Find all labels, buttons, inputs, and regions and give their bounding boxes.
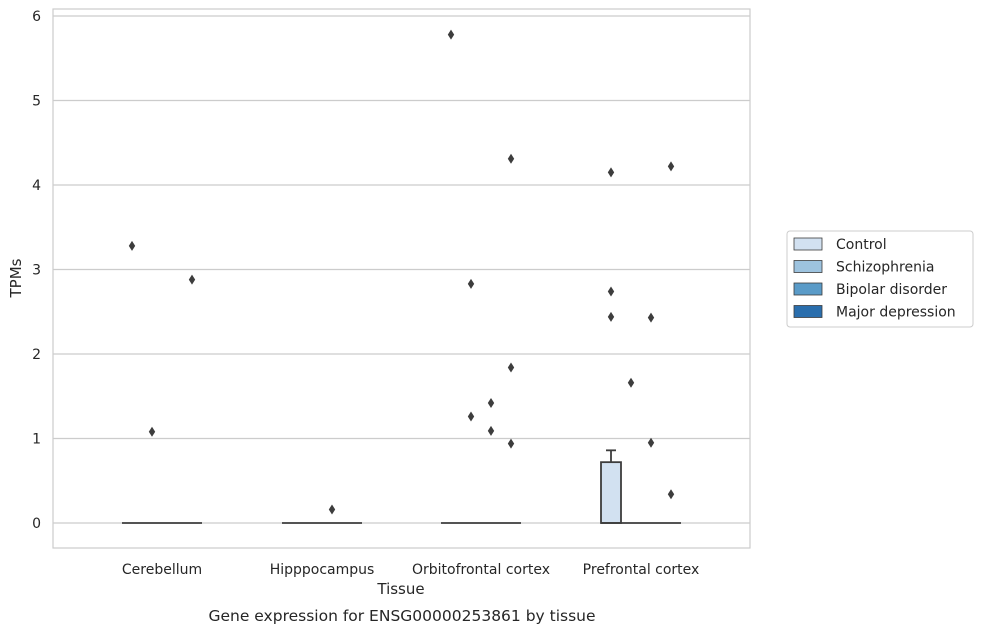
outlier-point <box>607 167 615 178</box>
outlier-point <box>128 240 136 251</box>
outlier-point <box>507 438 515 449</box>
legend-label: Schizophrenia <box>836 260 934 276</box>
x-tick-label: Prefrontal cortex <box>583 562 700 578</box>
outlier-point <box>667 161 675 172</box>
y-tick-label: 5 <box>32 94 41 110</box>
box-control <box>600 461 622 524</box>
y-tick-label: 2 <box>32 347 41 363</box>
legend-label: Control <box>836 237 887 253</box>
plot-area <box>52 8 751 549</box>
chart-caption: Gene expression for ENSG00000253861 by t… <box>208 607 595 625</box>
x-tick-label: Hipppocampus <box>270 562 375 578</box>
x-axis-title: Tissue <box>376 580 424 598</box>
outlier-point <box>667 489 675 500</box>
gridlines <box>53 15 750 524</box>
y-axis-title: TPMs <box>7 258 25 298</box>
outlier-point <box>447 29 455 40</box>
outlier-point <box>607 286 615 297</box>
outlier-point <box>467 411 475 422</box>
y-tick-label: 0 <box>32 516 41 532</box>
x-tick-label: Orbitofrontal cortex <box>412 562 550 578</box>
legend-label: Bipolar disorder <box>836 282 947 298</box>
outlier-point <box>647 437 655 448</box>
x-tick-label: Cerebellum <box>122 562 202 578</box>
outlier-point <box>467 278 475 289</box>
legend-label: Major depression <box>836 305 956 321</box>
outlier-point <box>507 362 515 373</box>
outlier-point <box>627 377 635 388</box>
outlier-points <box>128 29 675 515</box>
outlier-point <box>647 312 655 323</box>
legend-swatch <box>793 282 823 296</box>
boxes <box>122 449 681 524</box>
outlier-point <box>328 504 336 515</box>
y-tick-label: 3 <box>32 263 41 279</box>
x-tick-labels: Cerebellum Hipppocampus Orbitofrontal cort… <box>122 562 699 578</box>
outlier-point <box>507 153 515 164</box>
legend-swatch <box>793 305 823 318</box>
outlier-point <box>607 311 615 322</box>
outlier-point <box>487 425 495 436</box>
y-tick-label: 4 <box>32 178 41 194</box>
legend-frame <box>786 230 974 328</box>
y-tick-label: 6 <box>32 9 41 25</box>
y-tick-labels: 0 1 2 3 4 5 6 <box>32 9 41 532</box>
legend: Control Schizophrenia Bipolar disorder Majo… <box>786 230 974 328</box>
legend-swatch <box>793 260 823 273</box>
outlier-point <box>487 398 495 409</box>
y-tick-label: 1 <box>32 432 41 448</box>
outlier-point <box>188 274 196 285</box>
legend-swatch <box>793 237 823 251</box>
outlier-point <box>148 426 156 437</box>
